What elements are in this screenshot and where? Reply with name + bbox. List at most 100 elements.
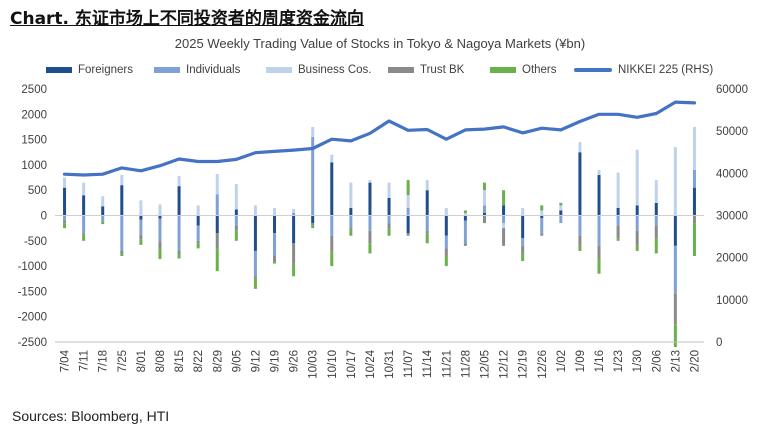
bar-others	[234, 230, 238, 241]
bar-business	[482, 190, 486, 206]
bar-business	[273, 207, 277, 216]
x-tick-label: 10/10	[327, 350, 339, 379]
bar-foreigners	[273, 215, 277, 234]
bar-others	[292, 263, 296, 277]
legend-line-nikkei	[574, 68, 612, 72]
chart-source: Sources: Bloomberg, HTI	[12, 408, 170, 424]
bar-others	[139, 239, 143, 245]
bar-business	[215, 174, 219, 195]
legend-swatch-foreigners	[46, 67, 72, 73]
bar-foreigners	[120, 185, 124, 216]
bar-others	[673, 324, 677, 348]
x-tick-label: 1/30	[632, 350, 644, 372]
bar-individuals	[406, 207, 410, 216]
x-tick-label: 7/11	[79, 350, 91, 372]
y-left-tick-label: 1500	[21, 135, 47, 147]
x-tick-label: 11/07	[403, 350, 415, 378]
legend-foreigners: Foreigners	[46, 64, 133, 76]
bar-individuals	[120, 215, 124, 251]
bar-others	[578, 245, 582, 251]
bar-trust	[234, 225, 238, 231]
y-left-tick-label: 0	[41, 211, 47, 223]
legend-swatch-business	[266, 67, 292, 73]
bar-business	[311, 126, 315, 138]
bar-foreigners	[521, 215, 525, 239]
bar-individuals	[540, 218, 544, 234]
bar-trust	[196, 240, 200, 244]
bar-foreigners	[349, 207, 353, 216]
y-left-tick-label: -1500	[18, 286, 47, 298]
bar-individuals	[82, 215, 86, 234]
bar-trust	[292, 243, 296, 264]
y-right-tick-label: 0	[716, 337, 722, 349]
bar-others	[425, 233, 429, 244]
y-right-tick-label: 30000	[716, 211, 748, 223]
bar-individuals	[196, 225, 200, 241]
bar-foreigners	[597, 175, 601, 216]
nikkei-line	[62, 100, 697, 177]
bar-individuals	[139, 219, 143, 235]
bar-business	[540, 210, 544, 216]
x-tick-label: 12/26	[537, 350, 549, 379]
bar-others	[502, 190, 506, 206]
bar-business	[425, 180, 429, 191]
x-tick-label: 8/22	[193, 350, 205, 372]
bar-trust	[444, 248, 448, 256]
chart-title: 2025 Weekly Trading Value of Stocks in T…	[174, 36, 586, 51]
bar-individuals	[368, 215, 372, 231]
bar-business	[406, 195, 410, 208]
bar-business	[330, 154, 334, 163]
bar-others	[368, 243, 372, 254]
x-tick-label: 8/15	[174, 350, 186, 372]
x-tick-label: 1/09	[575, 350, 587, 372]
bar-others	[253, 278, 257, 289]
bar-business	[463, 212, 467, 216]
bar-trust	[139, 234, 143, 240]
bar-business	[158, 204, 162, 216]
bar-trust	[311, 223, 315, 226]
bar-business	[349, 182, 353, 208]
y-left-tick-label: -2000	[18, 312, 47, 324]
y-right-tick-label: 40000	[716, 168, 748, 180]
bar-individuals	[673, 245, 677, 294]
bar-trust	[673, 293, 677, 325]
legend-business: Business Cos.	[266, 64, 372, 76]
bar-business	[673, 147, 677, 216]
bar-trust	[482, 215, 486, 224]
bar-others	[215, 248, 219, 272]
bar-others	[406, 180, 410, 196]
bar-foreigners	[292, 215, 296, 244]
bar-individuals	[273, 233, 277, 256]
bar-others	[635, 245, 639, 251]
x-tick-label: 8/29	[212, 350, 224, 372]
bar-business	[521, 207, 525, 216]
bar-foreigners	[692, 187, 696, 216]
bar-trust	[177, 250, 181, 254]
bar-business	[578, 142, 582, 153]
bar-individuals	[330, 215, 334, 236]
bar-trust	[692, 215, 696, 224]
legend-swatch-others	[490, 67, 516, 73]
bar-trust	[597, 245, 601, 259]
x-tick-label: 1/16	[594, 350, 606, 372]
bar-foreigners	[616, 207, 620, 216]
y-left-tick-label: 2500	[21, 84, 47, 96]
bar-foreigners	[234, 209, 238, 216]
bar-individuals	[349, 215, 353, 229]
bar-business	[196, 205, 200, 216]
x-tick-label: 10/17	[346, 350, 358, 379]
bar-individuals	[215, 194, 219, 216]
bar-foreigners	[139, 215, 143, 220]
x-tick-label: 10/24	[365, 349, 377, 378]
bar-business	[253, 205, 257, 216]
legend-label-individuals: Individuals	[186, 64, 241, 76]
bar-others	[101, 221, 105, 225]
bar-foreigners	[158, 215, 162, 219]
x-tick-label: 11/21	[441, 350, 453, 378]
bar-business	[82, 182, 86, 196]
bar-others	[692, 223, 696, 256]
x-tick-label: 7/04	[60, 349, 72, 372]
bar-others	[273, 261, 277, 264]
bar-individuals	[425, 215, 429, 231]
legend-individuals: Individuals	[154, 64, 240, 76]
